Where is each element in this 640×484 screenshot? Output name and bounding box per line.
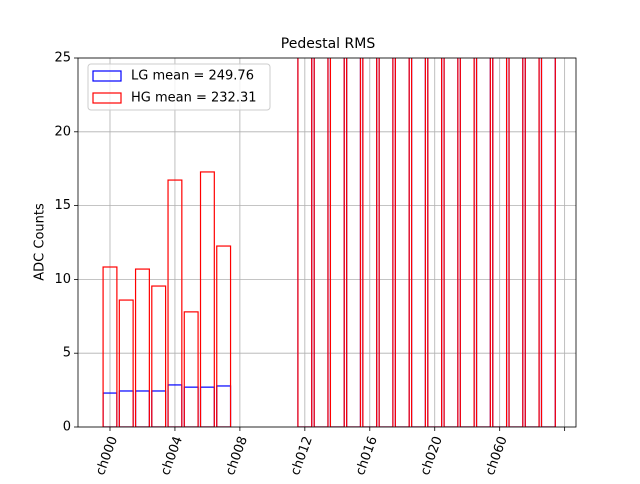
bar (329, 58, 345, 427)
bar (216, 245, 232, 427)
bar (394, 58, 410, 427)
x-tick-label: ch000 (93, 434, 121, 477)
bar (459, 58, 475, 427)
bar (199, 386, 215, 427)
bar (151, 285, 167, 427)
bar (540, 58, 556, 427)
bar (313, 58, 329, 427)
bar (118, 390, 134, 427)
bar (151, 390, 167, 427)
bar (329, 58, 345, 427)
y-tick-label: 20 (54, 124, 71, 139)
bar (475, 58, 491, 427)
bar (524, 58, 540, 427)
y-tick-label: 15 (54, 198, 71, 213)
bar (134, 268, 150, 427)
chart-title: Pedestal RMS (281, 36, 376, 52)
bar (134, 390, 150, 427)
legend-swatch (92, 92, 122, 104)
x-tick-label: ch060 (483, 434, 511, 477)
x-tick-label: ch012 (288, 434, 316, 477)
bar (378, 58, 394, 427)
bar (118, 299, 134, 427)
bar (508, 58, 524, 427)
grid (78, 57, 576, 428)
bar (410, 58, 426, 427)
bar (216, 385, 232, 427)
bar (475, 58, 491, 427)
y-tick-label: 5 (63, 346, 71, 361)
y-axis-label: ADC Counts (33, 203, 48, 281)
bar (410, 58, 426, 427)
bar (394, 58, 410, 427)
x-tick-label: ch020 (418, 434, 446, 477)
bar (443, 58, 459, 427)
x-tick-label: ch004 (158, 434, 186, 477)
axes-frame (77, 57, 577, 428)
y-tick-label: 25 (54, 51, 71, 66)
bar (459, 58, 475, 427)
bar (183, 386, 199, 427)
bar (524, 58, 540, 427)
legend-label: HG mean = 232.31 (131, 91, 257, 106)
x-tick-label: ch008 (223, 434, 251, 477)
y-tick-label: 0 (63, 420, 71, 435)
legend-frame (87, 63, 271, 111)
y-tick-label: 10 (54, 272, 71, 287)
x-tick-label: ch016 (353, 434, 381, 477)
bar (346, 58, 362, 427)
bar (508, 58, 524, 427)
legend-swatch (92, 70, 122, 82)
bar (183, 311, 199, 427)
bar (167, 179, 183, 427)
bar (443, 58, 459, 427)
legend: LG mean = 249.76 HG mean = 232.31 (87, 63, 271, 111)
bar (346, 58, 362, 427)
bar (313, 58, 329, 427)
bar (378, 58, 394, 427)
bar (199, 171, 215, 427)
bar (540, 58, 556, 427)
legend-label: LG mean = 249.76 (131, 69, 254, 84)
